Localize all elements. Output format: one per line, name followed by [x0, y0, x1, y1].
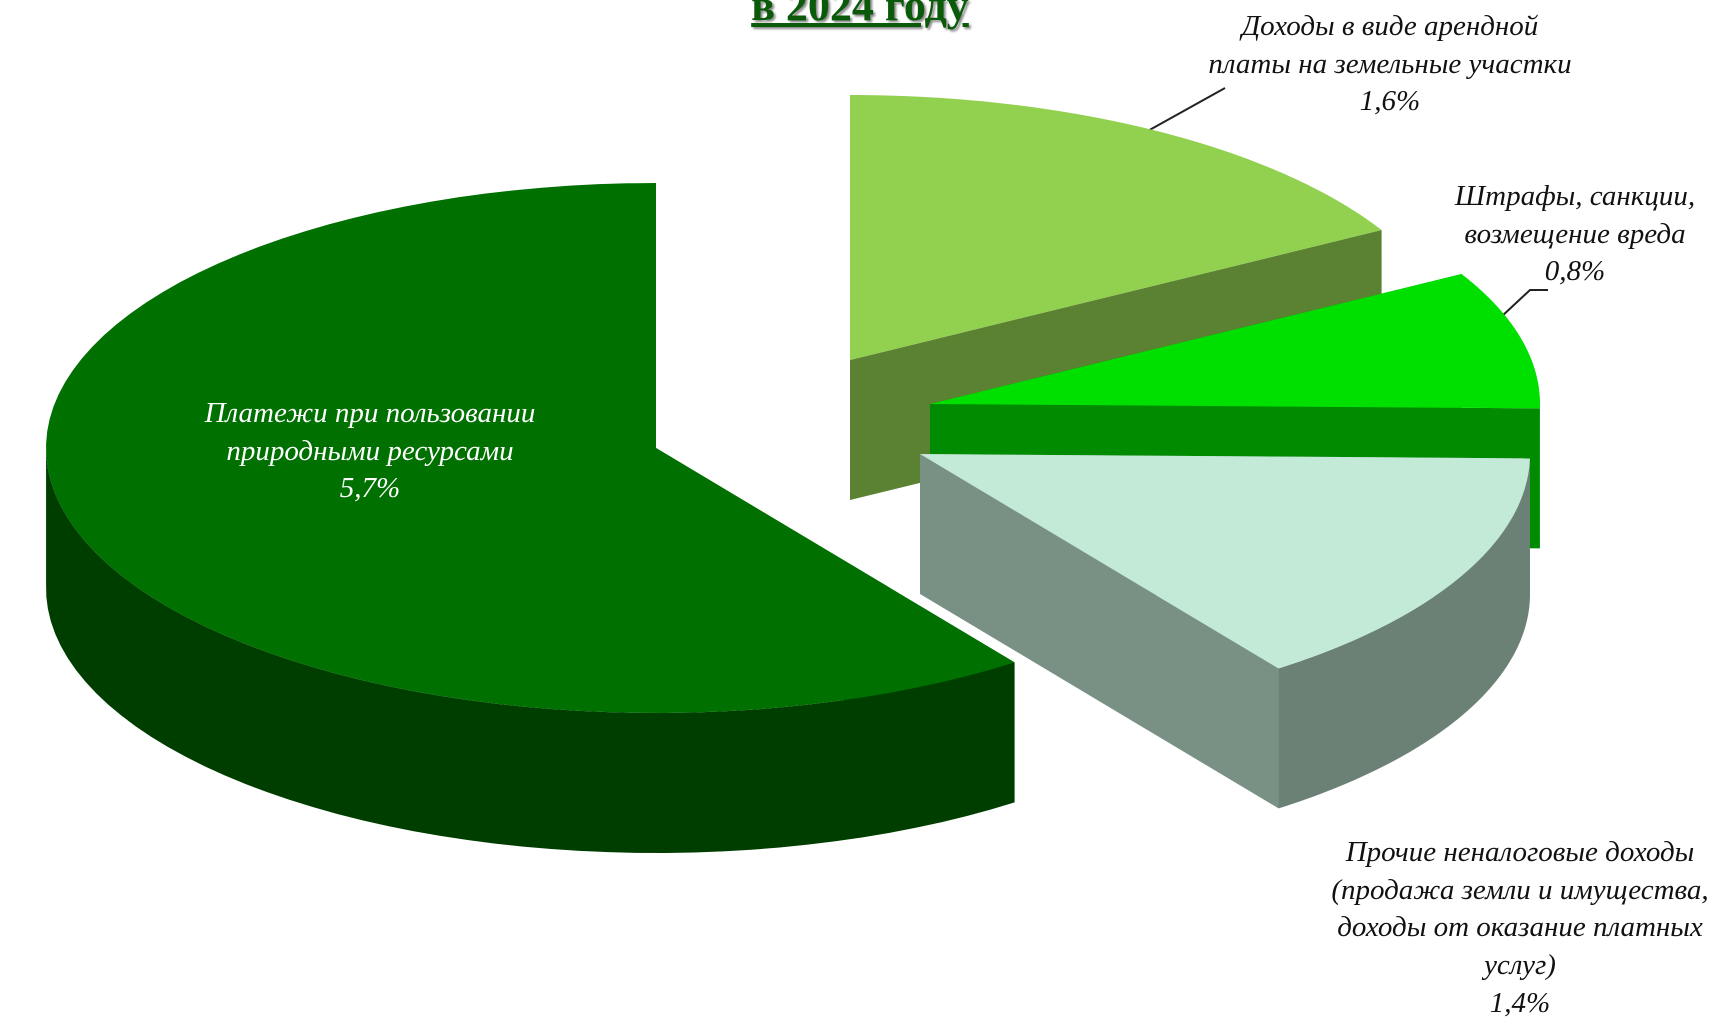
category-label: Платежи при пользовании природными ресур… — [204, 397, 536, 467]
slice — [920, 454, 1530, 669]
category-label: Штрафы, санкции, возмещение вреда — [1454, 180, 1696, 250]
category-label: Прочие неналоговые доходы (продажа земли… — [1331, 836, 1709, 982]
chart-title: в 2024 году — [751, 0, 969, 30]
value-label: 5,7% — [339, 472, 401, 505]
slice-side — [46, 443, 1015, 853]
category-label: Доходы в виде арендной платы на земельны… — [1208, 10, 1572, 80]
slice-side — [1278, 458, 1530, 809]
slice — [930, 274, 1540, 409]
slice — [46, 183, 1015, 713]
slice-wall — [920, 454, 1279, 809]
slice — [850, 95, 1382, 360]
data-label: Доходы в виде арендной платы на земельны… — [1200, 8, 1580, 121]
value-label: 1,6% — [1359, 85, 1421, 118]
data-label: Штрафы, санкции, возмещение вреда 0,8% — [1430, 178, 1720, 291]
data-label: Платежи при пользовании природными ресур… — [170, 395, 570, 508]
data-label: Прочие неналоговые доходы (продажа земли… — [1325, 834, 1715, 1022]
value-label: 0,8% — [1544, 255, 1606, 288]
value-label: 1,4% — [1489, 986, 1551, 1019]
